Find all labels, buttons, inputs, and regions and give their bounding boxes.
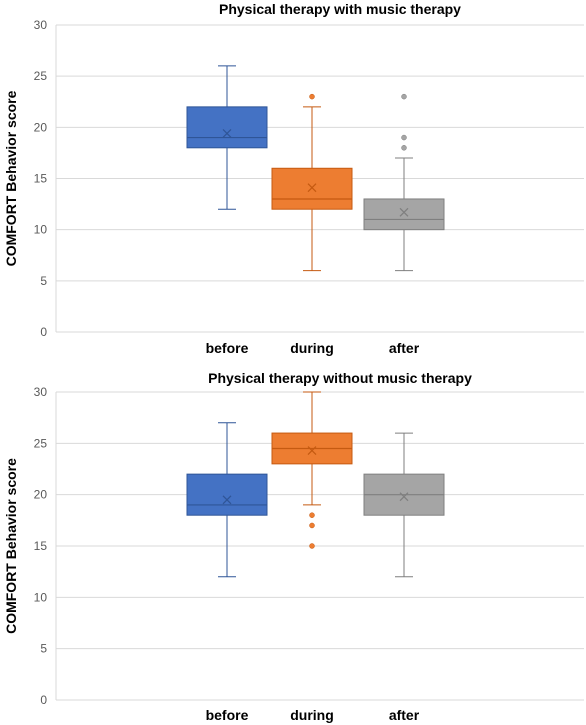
y-tick-label: 15 (34, 172, 48, 186)
y-tick-label: 30 (34, 18, 48, 32)
box-iqr (271, 167, 353, 210)
box-after (363, 93, 445, 272)
chart-panel-1: Physical therapy with music therapy 0 5 10 1… (3, 1, 584, 356)
outlier-point (309, 522, 315, 529)
box-before (186, 422, 268, 578)
chart-panel-2: Physical therapy without music therapy 0 5… (3, 370, 584, 723)
y-tick-label: 20 (34, 488, 48, 502)
box-during (271, 391, 353, 549)
y-tick-label: 5 (40, 274, 47, 288)
y-tick-label: 5 (40, 642, 47, 656)
outlier-point (401, 93, 407, 100)
mean-marker (307, 183, 317, 193)
box-after (363, 432, 445, 578)
y-tick-label: 10 (34, 223, 48, 237)
x-category-label: during (290, 340, 334, 356)
outlier-point (401, 145, 407, 151)
y-axis-label: COMFORT Behavior score (3, 90, 19, 266)
y-tick-label: 30 (34, 385, 48, 399)
y-tick-label: 10 (34, 590, 48, 604)
x-category-label: during (290, 707, 334, 723)
box-iqr (186, 473, 268, 516)
chart-title: Physical therapy with music therapy (219, 1, 461, 17)
y-axis-label: COMFORT Behavior score (3, 458, 19, 634)
x-category-label: after (389, 707, 420, 723)
y-tick-label: 0 (40, 693, 47, 707)
outlier-point (309, 93, 315, 100)
x-category-label: before (206, 340, 249, 356)
y-tick-label: 25 (34, 69, 48, 83)
box-before (186, 65, 268, 210)
mean-marker (307, 446, 317, 455)
box-iqr (186, 106, 268, 149)
mean-marker (222, 129, 232, 138)
outlier-point (401, 134, 407, 141)
outlier-point (309, 543, 315, 549)
box-iqr (363, 198, 445, 231)
y-tick-label: 25 (34, 436, 48, 450)
box-during (271, 93, 353, 272)
mean-marker (399, 207, 409, 217)
chart-title: Physical therapy without music therapy (208, 370, 472, 386)
mean-marker (399, 492, 409, 502)
y-tick-label: 0 (40, 325, 47, 339)
y-tick-label: 20 (34, 120, 48, 134)
x-category-label: before (206, 707, 249, 723)
y-tick-label: 15 (34, 539, 48, 553)
mean-marker (222, 495, 232, 505)
outlier-point (309, 512, 315, 518)
x-category-label: after (389, 340, 420, 356)
